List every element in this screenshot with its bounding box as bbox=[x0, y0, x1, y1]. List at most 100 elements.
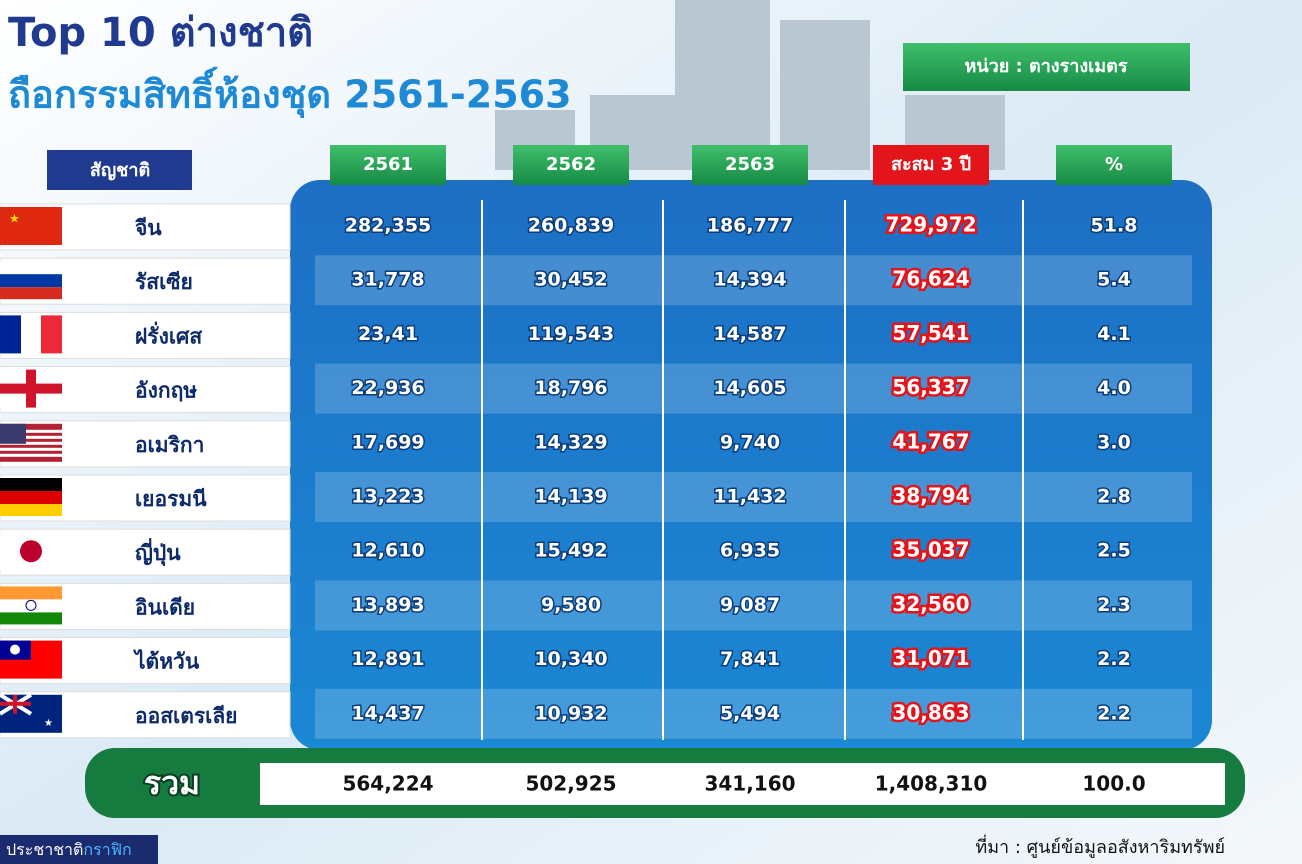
header-box bbox=[330, 145, 446, 185]
buildings bbox=[495, 0, 1005, 170]
svg-text:★: ★ bbox=[44, 718, 53, 729]
cell: 10,340 bbox=[534, 648, 607, 670]
country-name: อินเดีย bbox=[135, 595, 195, 619]
cumulative-cell: 76,624 bbox=[892, 267, 969, 291]
cell: 6,935 bbox=[720, 540, 780, 562]
total-label: รวม bbox=[144, 764, 200, 802]
cell: 14,394 bbox=[713, 269, 786, 291]
cumulative-cell: 41,767 bbox=[892, 429, 969, 453]
cumulative-cell: 31,071 bbox=[892, 646, 969, 670]
cell: 2.2 bbox=[1097, 648, 1131, 670]
cell: 18,796 bbox=[534, 377, 607, 399]
cell: 12,610 bbox=[351, 540, 424, 562]
row-stripe bbox=[315, 255, 1192, 306]
brand-box bbox=[0, 835, 158, 864]
header-box bbox=[692, 145, 808, 185]
flag bbox=[0, 640, 62, 679]
cell: 12,891 bbox=[351, 648, 424, 670]
cell: 5.4 bbox=[1097, 269, 1131, 291]
cell: 10,932 bbox=[534, 702, 607, 724]
cell: 2.5 bbox=[1097, 540, 1131, 562]
flag: ★ bbox=[0, 693, 62, 733]
cell: 7,841 bbox=[720, 648, 780, 670]
country-name: ญี่ปุ่น bbox=[135, 537, 181, 567]
country-name: ไต้หวัน bbox=[133, 649, 200, 674]
flag bbox=[0, 586, 62, 625]
cell: 51.8 bbox=[1091, 215, 1138, 237]
cell: 186,777 bbox=[707, 215, 794, 237]
cell: 3.0 bbox=[1097, 431, 1131, 453]
cell: 31,778 bbox=[351, 269, 424, 291]
cell: 13,223 bbox=[351, 486, 424, 508]
header-box bbox=[47, 150, 192, 190]
header-label: 2561 bbox=[363, 154, 413, 175]
cell: 14,437 bbox=[351, 702, 424, 724]
cumulative-cell: 32,560 bbox=[892, 592, 969, 616]
cell: 14,587 bbox=[713, 323, 786, 345]
table-panel bbox=[290, 180, 1212, 750]
country-name: อเมริกา bbox=[135, 433, 204, 457]
header-label: 2563 bbox=[725, 154, 775, 175]
cell: 4.1 bbox=[1097, 323, 1131, 345]
header-box bbox=[1056, 145, 1172, 185]
cell: 9,580 bbox=[541, 594, 601, 616]
country-name: จีน bbox=[134, 216, 162, 240]
cell: 2.3 bbox=[1097, 594, 1131, 616]
cell: 15,492 bbox=[534, 540, 607, 562]
cell: 119,543 bbox=[528, 323, 615, 345]
cumulative-cell: 35,037 bbox=[892, 538, 969, 562]
cell: 17,699 bbox=[351, 431, 424, 453]
cell: 282,355 bbox=[345, 215, 432, 237]
subtitle: ถือกรรมสิทธิ์ห้องชุด 2561-2563 bbox=[8, 67, 572, 119]
source: ที่มา : ศูนย์ข้อมูลอสังหาริมทรัพย์ bbox=[975, 834, 1225, 858]
header-box bbox=[873, 145, 989, 185]
country-name: เยอรมนี bbox=[135, 487, 207, 511]
cell: 9,740 bbox=[720, 431, 780, 453]
cumulative-cell: 57,541 bbox=[892, 321, 969, 345]
flag bbox=[0, 478, 62, 516]
row-stripe bbox=[315, 688, 1192, 739]
cell: 260,839 bbox=[528, 215, 615, 237]
cumulative-cell: 30,863 bbox=[892, 700, 969, 724]
cell: 14,605 bbox=[713, 377, 786, 399]
cell: 13,893 bbox=[351, 594, 424, 616]
flag: ★ bbox=[0, 207, 62, 245]
header-label: 2562 bbox=[546, 154, 596, 175]
header-label: % bbox=[1105, 154, 1123, 175]
flag bbox=[0, 261, 62, 300]
total-row: รวม 564,224 502,925 341,160 1,408,310 100.0 bbox=[142, 762, 1146, 804]
flag bbox=[0, 423, 62, 462]
flag bbox=[0, 315, 62, 354]
total-cell: 564,224 bbox=[342, 772, 433, 796]
cell: 4.0 bbox=[1097, 377, 1131, 399]
rows: ★ จีน 282,355 260,839 186,777 729,972 51.8 รัสเ… bbox=[0, 200, 1192, 740]
brand: ประชาชาติกราฟิก bbox=[6, 840, 132, 859]
flag bbox=[0, 532, 62, 571]
row-stripe bbox=[315, 363, 1192, 414]
country-name: ฝรั่งเศส bbox=[135, 320, 202, 348]
country-name: ออสเตรเลีย bbox=[135, 704, 238, 728]
cell: 30,452 bbox=[534, 269, 607, 291]
cell: 23,41 bbox=[358, 323, 418, 345]
cumulative-cell: 38,794 bbox=[892, 484, 969, 508]
svg-text:★: ★ bbox=[9, 212, 20, 226]
total-cell: 502,925 bbox=[525, 772, 616, 796]
cell: 22,936 bbox=[351, 377, 424, 399]
total-cell: 341,160 bbox=[704, 772, 795, 796]
country-name: อังกฤษ bbox=[135, 379, 197, 403]
row-stripe bbox=[315, 580, 1192, 631]
total-cell: 100.0 bbox=[1082, 772, 1145, 796]
brand-part2: กราฟิก bbox=[83, 840, 131, 859]
country-name: รัสเซีย bbox=[135, 270, 193, 294]
cell: 2.8 bbox=[1097, 486, 1131, 508]
cumulative-cell: 729,972 bbox=[885, 213, 976, 237]
cell: 14,139 bbox=[534, 486, 607, 508]
cumulative-cell: 56,337 bbox=[892, 375, 969, 399]
cell: 9,087 bbox=[720, 594, 780, 616]
title: Top 10 ต่างชาติ bbox=[8, 10, 313, 56]
flag bbox=[0, 369, 62, 408]
cell: 11,432 bbox=[713, 486, 786, 508]
total-cell: 1,408,310 bbox=[875, 772, 988, 796]
